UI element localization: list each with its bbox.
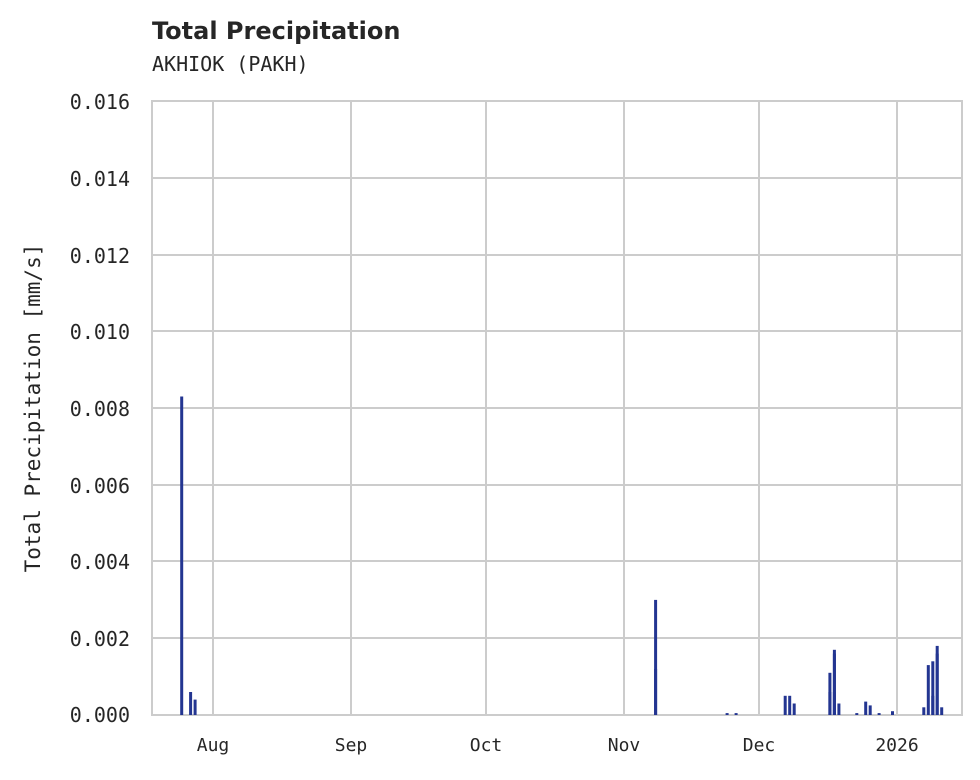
precipitation-bar [792,703,796,715]
y-tick: 0.014 [69,167,130,191]
precipitation-bar [193,699,197,715]
precipitation-bar [891,711,894,715]
y-tick: 0.000 [69,703,130,727]
precipitation-bar [877,713,881,715]
precipitation-bar [837,703,841,715]
precipitation-bar [940,707,944,715]
precipitation-bar [855,713,859,715]
y-tick: 0.016 [69,90,130,114]
precipitation-bar [788,695,792,715]
plot-frame [151,100,963,716]
precipitation-bar [922,707,926,715]
y-tick: 0.002 [69,627,130,651]
x-tick: Dec [742,735,776,756]
precipitation-bar [828,672,832,715]
precipitation-bar [189,692,193,715]
x-tick: Nov [607,735,641,756]
y-tick: 0.004 [69,550,130,574]
precipitation-bar [734,713,738,715]
precipitation-bar [935,645,939,715]
x-tick: Sep [334,735,368,756]
precipitation-bar [931,661,935,715]
x-tick: Aug [196,735,230,756]
precipitation-bar [864,701,868,715]
grid-lines [152,101,962,715]
precipitation-bar [832,692,836,715]
precipitation-bars [180,396,944,715]
precipitation-bar [832,649,836,715]
precipitation-bar [783,695,787,715]
chart-subtitle: AKHIOK (PAKH) [152,52,309,76]
y-tick: 0.006 [69,474,130,498]
x-tick: 2026 [875,735,919,756]
precipitation-bar [180,396,184,715]
precipitation-bar [654,599,658,715]
precipitation-bar [868,705,872,715]
y-tick: 0.008 [69,397,130,421]
y-tick: 0.012 [69,244,130,268]
chart-title: Total Precipitation [152,17,401,45]
y-tick: 0.010 [69,320,130,344]
x-tick: Oct [469,735,503,756]
precipitation-bar [725,713,729,715]
precipitation-bar [926,665,930,715]
